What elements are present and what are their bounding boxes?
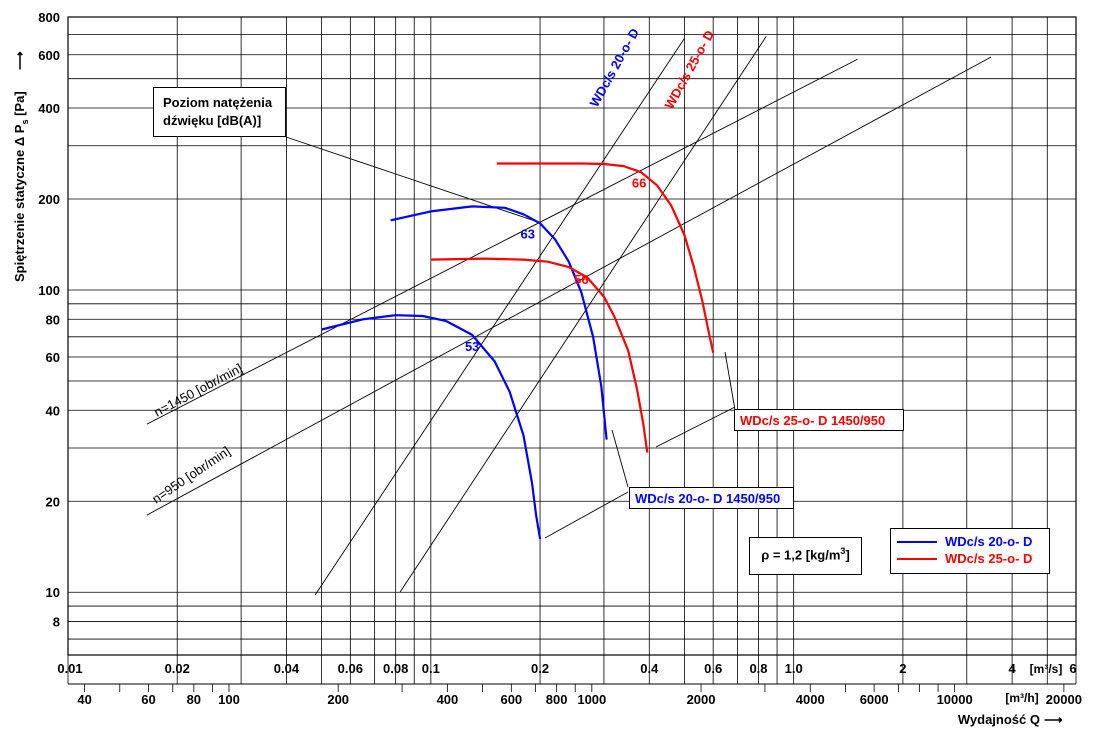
y-tick-label: 10: [46, 585, 60, 600]
y-tick-label: 600: [38, 48, 60, 63]
fan-ray-line: [399, 36, 767, 593]
fan-curve-line: [430, 257, 649, 453]
legend-label-wdc-20: WDc/s 20-o- D: [945, 534, 1033, 549]
x-tick-label: 0.08: [383, 661, 408, 676]
legend-swatch-blue: [897, 540, 937, 543]
x-tick-label: 2: [899, 661, 906, 676]
leader-line: [724, 351, 736, 411]
x2-tick-label: 600: [500, 692, 522, 707]
x-axis-arrow: ⟶: [1044, 712, 1063, 727]
x2-tick-label: 40: [77, 692, 91, 707]
x-axis-title: Wydajność Q: [958, 712, 1040, 727]
x-unit-label: [m³/s]: [1030, 662, 1063, 676]
leader-line: [611, 429, 629, 488]
x2-tick-label: 400: [437, 692, 459, 707]
density-label: ρ = 1,2 [kg/m: [761, 547, 841, 563]
operating-point-label: 53: [465, 339, 479, 354]
x-tick-label: 0.1: [422, 661, 440, 676]
x2-tick-label: 1000: [577, 692, 606, 707]
x-tick-label: 1.0: [785, 661, 803, 676]
fan-curves: [321, 162, 715, 540]
x-tick-label: 0.02: [165, 661, 190, 676]
fan-curve-line: [390, 205, 608, 440]
x-tick-label: 6: [1069, 661, 1076, 676]
legend-swatch-red: [897, 557, 937, 560]
speed-line: [146, 58, 858, 425]
x2-tick-label: 800: [546, 692, 568, 707]
x-tick-label: 4: [1008, 661, 1016, 676]
x-tick-label: 0.06: [338, 661, 363, 676]
legend-item-wdc-20: WDc/s 20-o- D: [891, 533, 1049, 550]
x-tick-label: 0.6: [704, 661, 722, 676]
fan-ray-line: [314, 38, 685, 596]
callout-wdc-25: WDc/s 25-o- D 1450/950: [734, 409, 904, 431]
x-tick-label: 0.4: [640, 661, 659, 676]
legend: WDc/s 20-o- D WDc/s 25-o- D: [890, 528, 1050, 574]
y-tick-label: 400: [38, 101, 60, 116]
auxiliary-lines: [146, 36, 992, 596]
y-tick-label: 20: [46, 494, 60, 509]
x-tick-label: 0.04: [274, 661, 300, 676]
noise-level-line1: Poziom natężenia: [163, 95, 273, 110]
x2-tick-label: 100: [218, 692, 240, 707]
x2-tick-label: 60: [141, 692, 155, 707]
y-axis-arrow: ⟶: [12, 51, 27, 70]
speed-line: [146, 56, 992, 516]
noise-level-box: Poziom natężenia dźwięku [dB(A)]: [153, 87, 286, 137]
chart-labels: 8 10 20 40 60 80 100 200 400 600 800 0.01 0.02 0.04 0.…: [12, 10, 1082, 727]
y-tick-label: 80: [46, 312, 60, 327]
leader-line: [285, 136, 539, 223]
density-sup: 3: [840, 546, 846, 556]
speed-label-1450: n=1450 [obr/min]: [151, 360, 245, 419]
ray-label-wdc-20: WDc/s 20-o- D: [587, 26, 642, 110]
x2-tick-label: 10000: [937, 692, 973, 707]
callout-wdc-20: WDc/s 20-o- D 1450/950: [629, 487, 794, 509]
y-tick-label: 200: [38, 192, 60, 207]
leader-line: [544, 491, 629, 539]
legend-item-wdc-25: WDc/s 25-o- D: [891, 550, 1049, 567]
fan-curve-line: [321, 314, 542, 540]
operating-point-label: 63: [521, 226, 535, 241]
density-box: ρ = 1,2 [kg/m3]: [749, 537, 862, 575]
y-tick-label: 8: [53, 615, 60, 630]
fan-curve-line: [496, 162, 715, 353]
operating-point-label: 56: [574, 272, 588, 287]
x-tick-label: 0.8: [749, 661, 767, 676]
ray-label-wdc-25: WDc/s 25-o- D: [662, 28, 717, 112]
y-tick-label: 100: [38, 283, 60, 298]
plot-frame: [67, 16, 1077, 656]
y-axis-title: Spiętrzenie statyczne Δ Ps [Pa]: [12, 91, 30, 282]
x2-tick-label: 80: [187, 692, 201, 707]
leader-line: [655, 406, 736, 448]
noise-level-line2: dźwięku [dB(A)]: [163, 113, 262, 128]
x2-tick-label: 2000: [687, 692, 716, 707]
x-tick-label: 0.2: [531, 661, 549, 676]
x2-tick-label: 200: [327, 692, 349, 707]
x-tick-label: 0.01: [57, 661, 82, 676]
y-tick-label: 40: [46, 403, 60, 418]
y-tick-label: 800: [38, 10, 60, 25]
operating-point-label: 66: [632, 176, 646, 191]
x2-tick-label: 4000: [796, 692, 825, 707]
x2-tick-label: 20000: [1046, 692, 1082, 707]
y-tick-label: 60: [46, 350, 60, 365]
density-close: ]: [845, 547, 850, 563]
x2-tick-label: 6000: [860, 692, 889, 707]
x2-unit-label: [m³/h]: [1005, 691, 1038, 705]
legend-label-wdc-25: WDc/s 25-o- D: [945, 551, 1033, 566]
